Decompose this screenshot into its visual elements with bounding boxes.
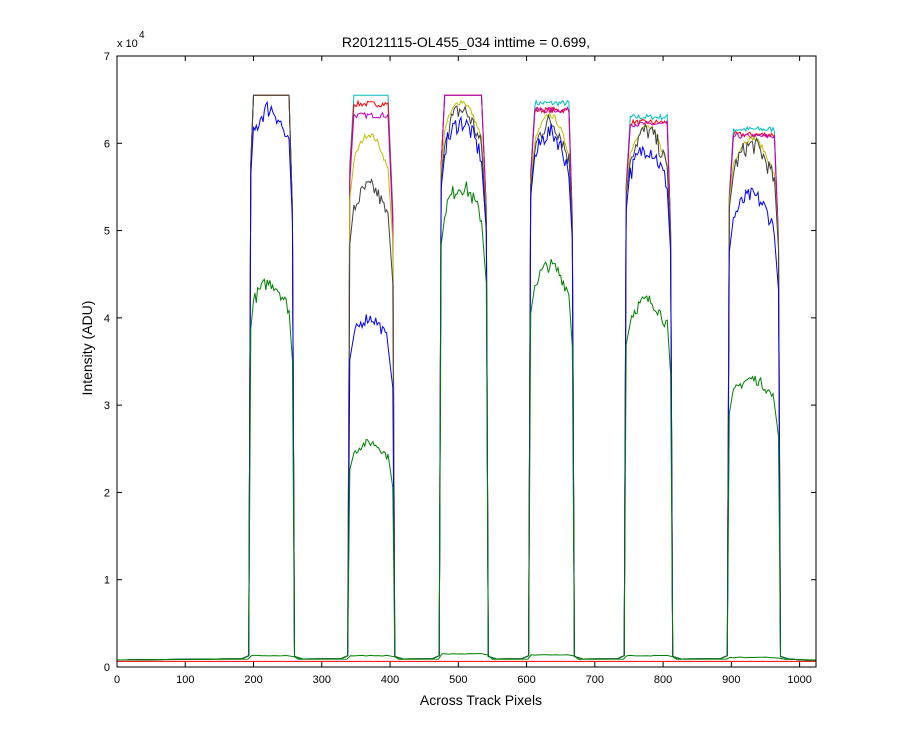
y-axis-label: Intensity (ADU) [79,301,95,396]
series-line-low [116,653,817,661]
plot-frame [116,55,817,668]
series-layer [116,94,817,662]
tick-layer: 0 100 200 300 400 500 600 700 800 900 1000 0 1 2 3 4 5 6 7 [104,51,816,686]
y-tick-label: 3 [104,400,110,412]
x-tick-label: 400 [381,674,399,686]
y-multiplier-exponent: 4 [139,30,145,41]
y-tick-label: 7 [104,51,110,63]
y-multiplier-base: x 10 [117,38,138,50]
x-tick-label: 600 [517,674,535,686]
plot-area [117,56,816,667]
x-axis-label: Across Track Pixels [420,692,542,708]
y-tick-label: 5 [104,226,110,238]
x-tick-label: 200 [244,674,262,686]
y-tick-label: 4 [104,313,110,325]
y-tick-label: 6 [104,138,110,150]
x-tick-label: 1000 [787,674,811,686]
x-tick-label: 700 [586,674,604,686]
x-tick-label: 800 [654,674,672,686]
x-tick-label: 900 [722,674,740,686]
x-tick-label: 100 [176,674,194,686]
x-tick-label: 500 [449,674,467,686]
x-tick-label: 0 [114,674,120,686]
x-tick-label: 300 [313,674,331,686]
chart-title: R20121115-OL455_034 inttime = 0.699, [342,34,590,50]
y-tick-label: 2 [104,487,110,499]
y-tick-label: 1 [104,575,110,587]
y-tick-label: 0 [104,662,110,674]
